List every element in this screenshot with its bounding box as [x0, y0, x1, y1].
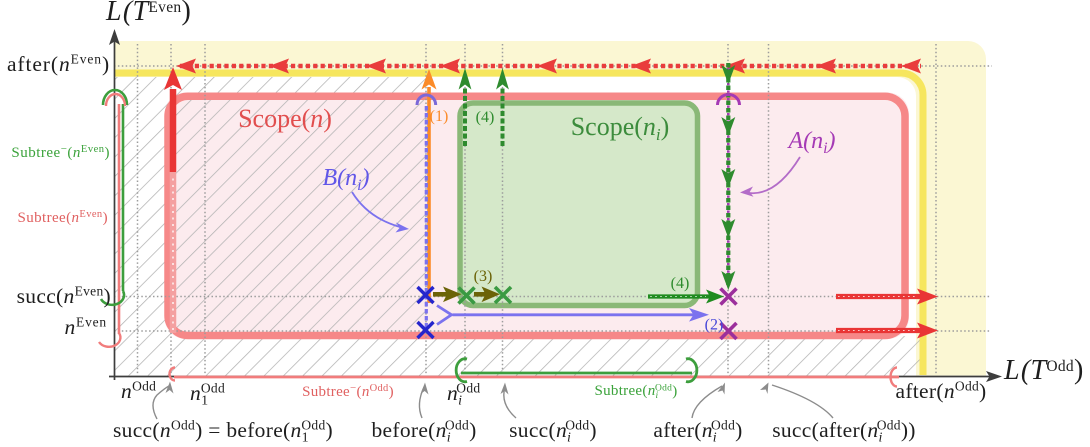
svg-text:succ(nEven): succ(nEven): [17, 284, 111, 309]
svg-text:after(nOdd): after(nOdd): [895, 379, 986, 404]
svg-text:B(ni): B(ni): [322, 165, 369, 194]
svg-text:Subtree(nEven): Subtree(nEven): [17, 209, 108, 226]
svg-text:(3): (3): [474, 268, 493, 285]
svg-text:succ(after(niOdd)): succ(after(niOdd)): [772, 418, 916, 443]
svg-text:Scope(ni): Scope(ni): [571, 112, 670, 144]
svg-text:after(nEven): after(nEven): [7, 52, 110, 77]
svg-text:n1Odd: n1Odd: [190, 381, 225, 409]
svg-text:Subtree−(nOdd): Subtree−(nOdd): [302, 382, 394, 400]
svg-text:before(niOdd): before(niOdd): [371, 418, 476, 443]
svg-text:Subtree(niOdd): Subtree(niOdd): [594, 383, 677, 401]
svg-text:(1): (1): [430, 108, 449, 125]
svg-text:L(TOdd): L(TOdd): [1003, 355, 1084, 387]
svg-text:succ(nOdd) = before(n1Odd): succ(nOdd) = before(n1Odd): [113, 418, 333, 443]
svg-text:niOdd: niOdd: [447, 381, 480, 409]
svg-text:(4): (4): [476, 109, 495, 126]
svg-text:A(ni): A(ni): [786, 128, 835, 157]
svg-text:nOdd: nOdd: [121, 379, 156, 404]
svg-text:(4): (4): [671, 275, 690, 292]
svg-text:after(niOdd): after(niOdd): [653, 418, 742, 443]
svg-text:L(TEven): L(TEven): [105, 0, 191, 27]
svg-text:Scope(n): Scope(n): [238, 104, 332, 133]
svg-text:succ(niOdd): succ(niOdd): [509, 418, 597, 443]
svg-text:(2): (2): [705, 317, 724, 334]
svg-text:nEven: nEven: [64, 315, 107, 340]
svg-text:Subtree−(nEven): Subtree−(nEven): [11, 143, 110, 161]
